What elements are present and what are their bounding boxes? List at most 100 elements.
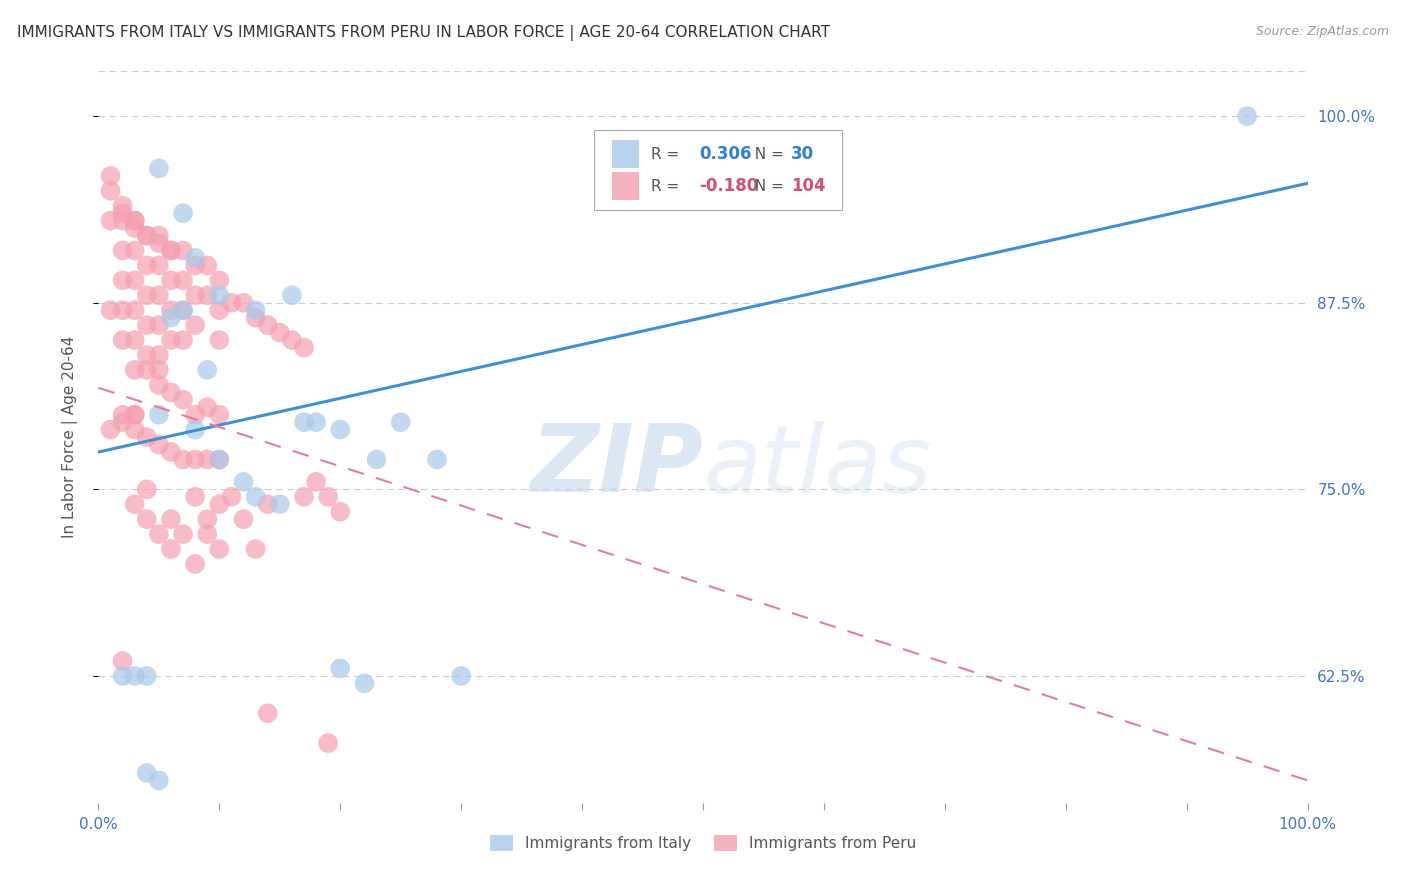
Point xyxy=(389,415,412,429)
Point xyxy=(111,244,134,258)
Point xyxy=(208,273,231,287)
Point xyxy=(208,452,231,467)
Point xyxy=(232,475,254,489)
Point xyxy=(148,527,170,541)
Point xyxy=(292,490,315,504)
Point xyxy=(426,452,449,467)
Point xyxy=(160,385,183,400)
Text: Source: ZipAtlas.com: Source: ZipAtlas.com xyxy=(1256,25,1389,38)
Point xyxy=(292,341,315,355)
Point xyxy=(195,452,218,467)
Text: ZIP: ZIP xyxy=(530,420,703,512)
Text: -0.180: -0.180 xyxy=(699,178,759,195)
Point xyxy=(195,527,218,541)
Point xyxy=(256,318,278,332)
Point xyxy=(148,773,170,788)
Point xyxy=(148,363,170,377)
Text: atlas: atlas xyxy=(703,421,931,512)
Point xyxy=(172,392,194,407)
Point xyxy=(1236,109,1258,123)
Point xyxy=(111,408,134,422)
Point xyxy=(184,318,207,332)
Point xyxy=(245,542,267,557)
FancyBboxPatch shape xyxy=(595,130,842,211)
Point xyxy=(100,213,122,227)
Point xyxy=(111,669,134,683)
Point xyxy=(353,676,375,690)
Text: IMMIGRANTS FROM ITALY VS IMMIGRANTS FROM PERU IN LABOR FORCE | AGE 20-64 CORRELA: IMMIGRANTS FROM ITALY VS IMMIGRANTS FROM… xyxy=(17,25,830,41)
Point xyxy=(160,333,183,347)
Point xyxy=(124,408,146,422)
Point xyxy=(100,303,122,318)
Point xyxy=(195,401,218,415)
Point xyxy=(148,348,170,362)
Point xyxy=(450,669,472,683)
Point xyxy=(124,244,146,258)
Point xyxy=(195,512,218,526)
Point xyxy=(292,415,315,429)
Point xyxy=(208,452,231,467)
Point xyxy=(232,295,254,310)
Text: R =: R = xyxy=(651,178,685,194)
Point xyxy=(111,654,134,668)
Point xyxy=(195,363,218,377)
Point xyxy=(172,303,194,318)
Point xyxy=(366,452,388,467)
Point xyxy=(135,288,157,302)
Point xyxy=(221,295,243,310)
Point xyxy=(135,348,157,362)
Point xyxy=(111,273,134,287)
Point xyxy=(195,288,218,302)
Point xyxy=(184,259,207,273)
Point xyxy=(124,303,146,318)
Point xyxy=(111,415,134,429)
Point xyxy=(100,423,122,437)
Point xyxy=(172,333,194,347)
Point xyxy=(184,288,207,302)
Point xyxy=(329,423,352,437)
Point xyxy=(148,161,170,176)
Point xyxy=(124,363,146,377)
Point xyxy=(111,199,134,213)
Point xyxy=(172,452,194,467)
Point xyxy=(135,318,157,332)
Point xyxy=(160,445,183,459)
Point xyxy=(148,235,170,250)
Point xyxy=(256,497,278,511)
Text: R =: R = xyxy=(651,146,685,161)
Point xyxy=(160,273,183,287)
Point xyxy=(160,303,183,318)
Point xyxy=(111,303,134,318)
Text: 104: 104 xyxy=(792,178,825,195)
Point xyxy=(316,490,339,504)
Point xyxy=(172,244,194,258)
Point xyxy=(208,303,231,318)
Text: 30: 30 xyxy=(792,145,814,163)
Point xyxy=(184,452,207,467)
Bar xyxy=(613,172,638,200)
Point xyxy=(184,490,207,504)
Point xyxy=(208,497,231,511)
Point xyxy=(148,408,170,422)
Point xyxy=(124,213,146,227)
Bar xyxy=(613,140,638,168)
Point xyxy=(221,490,243,504)
Point xyxy=(269,326,291,340)
Point xyxy=(148,437,170,451)
Point xyxy=(245,490,267,504)
Point xyxy=(160,512,183,526)
Point xyxy=(111,206,134,220)
Point xyxy=(135,766,157,780)
Point xyxy=(232,512,254,526)
Point xyxy=(148,228,170,243)
Text: 0.306: 0.306 xyxy=(699,145,752,163)
Point xyxy=(245,310,267,325)
Point xyxy=(184,557,207,571)
Point xyxy=(329,661,352,675)
Point xyxy=(124,423,146,437)
Point xyxy=(172,273,194,287)
Point xyxy=(100,184,122,198)
Point xyxy=(184,251,207,265)
Point xyxy=(329,505,352,519)
Point xyxy=(172,206,194,220)
